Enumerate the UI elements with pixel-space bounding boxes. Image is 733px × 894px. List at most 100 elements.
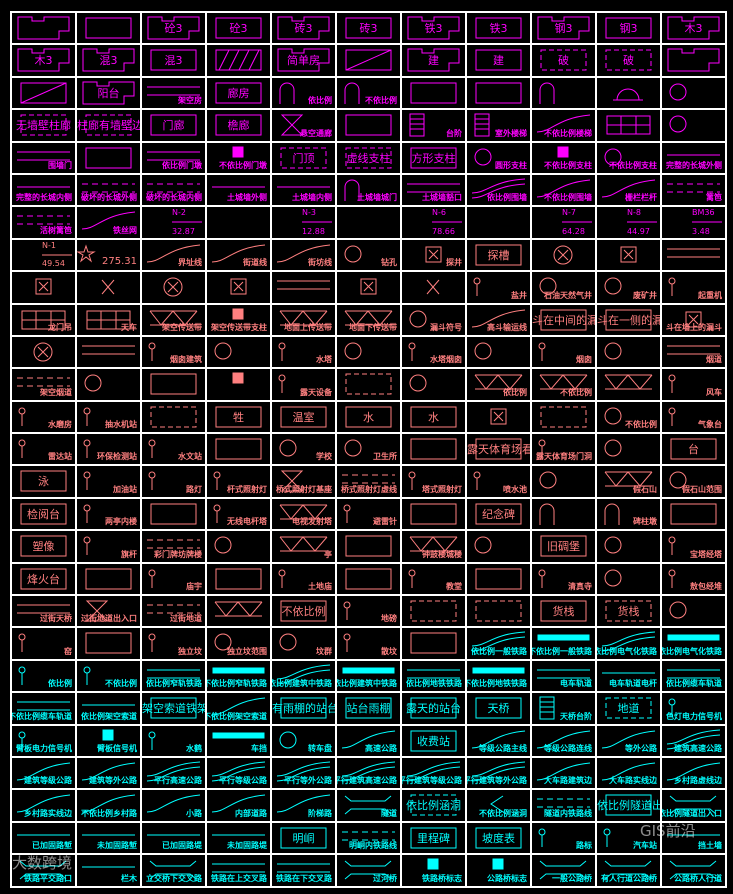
symbol-label: 活树篱笆 bbox=[40, 225, 72, 235]
xbox-symbol-icon bbox=[280, 114, 304, 136]
watermark-right: GIS前沿 bbox=[640, 822, 696, 840]
legend-cell: 挡土墙 bbox=[662, 822, 725, 854]
legend-cell: 龙门吊 bbox=[12, 304, 75, 335]
line2-symbol-icon bbox=[147, 151, 200, 161]
legend-cell bbox=[467, 531, 530, 562]
symbol-label: 不依比例 bbox=[365, 96, 397, 106]
legend-cell: 建 bbox=[402, 45, 465, 76]
legend-cell bbox=[142, 369, 205, 400]
legend-cell: 学校 bbox=[272, 434, 335, 465]
line2-symbol-icon bbox=[407, 669, 460, 679]
symbol-label: 检阅台 bbox=[27, 507, 60, 521]
legend-cell: 完整的长城外侧 bbox=[662, 142, 725, 173]
circ-symbol-icon bbox=[409, 374, 427, 392]
symbol-label: 阳台 bbox=[97, 86, 120, 100]
line-symbol-icon bbox=[82, 866, 135, 868]
symbol-label: 铁3 bbox=[424, 22, 443, 35]
symbol-label: 过河桥 bbox=[373, 873, 397, 883]
legend-cell bbox=[402, 369, 465, 400]
legend-cell: 收费站 bbox=[402, 725, 465, 756]
symbol-label: 公路桥标志 bbox=[487, 873, 527, 883]
legend-cell: 依比例架空索道 bbox=[77, 693, 140, 724]
symbol-label: 旧碉堡 bbox=[547, 540, 580, 554]
symbol-label: 界址线 bbox=[178, 258, 202, 268]
symbol-label: 臂板电力信号机 bbox=[16, 743, 72, 753]
rect-symbol-icon bbox=[670, 438, 717, 460]
x-symbol-icon bbox=[426, 279, 440, 295]
pin-symbol-icon bbox=[83, 536, 91, 556]
legend-cell: 里程碑 bbox=[402, 822, 465, 854]
rect-symbol-icon bbox=[215, 17, 262, 39]
curve-symbol-icon bbox=[536, 114, 591, 133]
rect-symbol-icon bbox=[345, 114, 392, 136]
dash-symbol-icon bbox=[20, 114, 67, 136]
symbol-label: 地面上传送带 bbox=[284, 322, 332, 332]
curve2-symbol-icon bbox=[601, 631, 656, 652]
legend-cell: 明峒内铁路线 bbox=[337, 822, 400, 854]
symbol-label: 水塔 bbox=[316, 355, 332, 365]
legend-cell: 盐井 bbox=[467, 272, 530, 303]
rect-symbol-icon bbox=[410, 147, 457, 169]
symbol-label: 色灯电力信号机 bbox=[666, 711, 722, 721]
symbol-label: 平行等外公路 bbox=[284, 776, 332, 786]
curve-symbol-icon bbox=[211, 697, 266, 716]
symbol-label: 不依比例支柱 bbox=[544, 160, 592, 170]
sqx-symbol-icon bbox=[425, 246, 442, 263]
legend-cell: 转车盘 bbox=[272, 725, 335, 756]
pin-symbol-icon bbox=[148, 342, 156, 361]
symbol-label: 建 bbox=[428, 54, 439, 68]
symbol-label: 杆式照射灯 bbox=[227, 484, 267, 494]
legend-cell: 建筑高速公路 bbox=[662, 725, 725, 756]
line-symbol-icon bbox=[82, 704, 135, 706]
pin-symbol-icon bbox=[473, 471, 481, 491]
tri-symbol-icon bbox=[474, 374, 523, 391]
symbol-label: 天车 bbox=[121, 322, 137, 332]
legend-cell bbox=[337, 272, 400, 303]
none-symbol-icon bbox=[467, 207, 530, 237]
symbol-label: 依比例门墩 bbox=[162, 160, 202, 170]
symbol-label: 混3 bbox=[164, 54, 183, 68]
pin-symbol-icon bbox=[538, 828, 546, 847]
legend-cell: 不依比例一般铁路 bbox=[532, 628, 595, 659]
legend-cell: 依比例缆车轨道 bbox=[662, 660, 725, 692]
symbol-label: 有雨棚的站台 bbox=[272, 702, 335, 716]
legend-cell bbox=[597, 531, 660, 562]
legend-cell: 水塔 bbox=[272, 336, 335, 368]
bldg-symbol-icon bbox=[277, 16, 330, 40]
arch-symbol-icon bbox=[344, 179, 360, 201]
symbol-label: 破 bbox=[558, 54, 569, 68]
legend-cell: 喷水池 bbox=[467, 466, 530, 497]
pin-symbol-icon bbox=[668, 374, 676, 394]
symbol-label: 建筑等级公路 bbox=[24, 776, 72, 786]
legend-cell: 等外公路 bbox=[597, 725, 660, 756]
pin-symbol-icon bbox=[343, 504, 351, 523]
symbol-label: 龙门吊 bbox=[48, 322, 72, 332]
curve2-symbol-icon bbox=[341, 761, 396, 782]
legend-cell bbox=[532, 77, 595, 109]
legend-cell: 过河桥 bbox=[337, 855, 400, 886]
legend-cell: 平行建筑等级公路 bbox=[402, 757, 465, 789]
legend-cell: 平行等级公路 bbox=[207, 757, 270, 789]
symbol-label: 破 bbox=[623, 54, 634, 68]
trap-symbol-icon bbox=[344, 795, 392, 815]
legend-cell bbox=[597, 369, 660, 400]
pin-symbol-icon bbox=[83, 471, 91, 491]
symbol-label: 架空房 bbox=[178, 96, 202, 106]
legend-cell: 水磨房 bbox=[12, 401, 75, 433]
legend-cell: 斗在墙上的漏斗 bbox=[662, 304, 725, 335]
symbol-label: 架空烟道 bbox=[40, 387, 72, 397]
legend-cell: 门廊 bbox=[142, 110, 205, 141]
dash-symbol-icon bbox=[605, 49, 652, 71]
bar-symbol-icon bbox=[537, 634, 590, 641]
legend-cell: 铁路在下交叉路 bbox=[272, 855, 335, 886]
frac-symbol-icon bbox=[627, 221, 657, 223]
symbol-label: 不依比例支柱 bbox=[609, 160, 657, 170]
legend-cell: 平行建筑高速公路 bbox=[337, 757, 400, 789]
pin-symbol-icon bbox=[18, 633, 26, 653]
rect-symbol-icon bbox=[280, 600, 327, 622]
legend-cell: 依比例涵洞 bbox=[402, 790, 465, 821]
rect-symbol-icon bbox=[20, 568, 67, 590]
legend-cell: 建 bbox=[467, 45, 530, 76]
rect-symbol-icon bbox=[150, 49, 197, 71]
